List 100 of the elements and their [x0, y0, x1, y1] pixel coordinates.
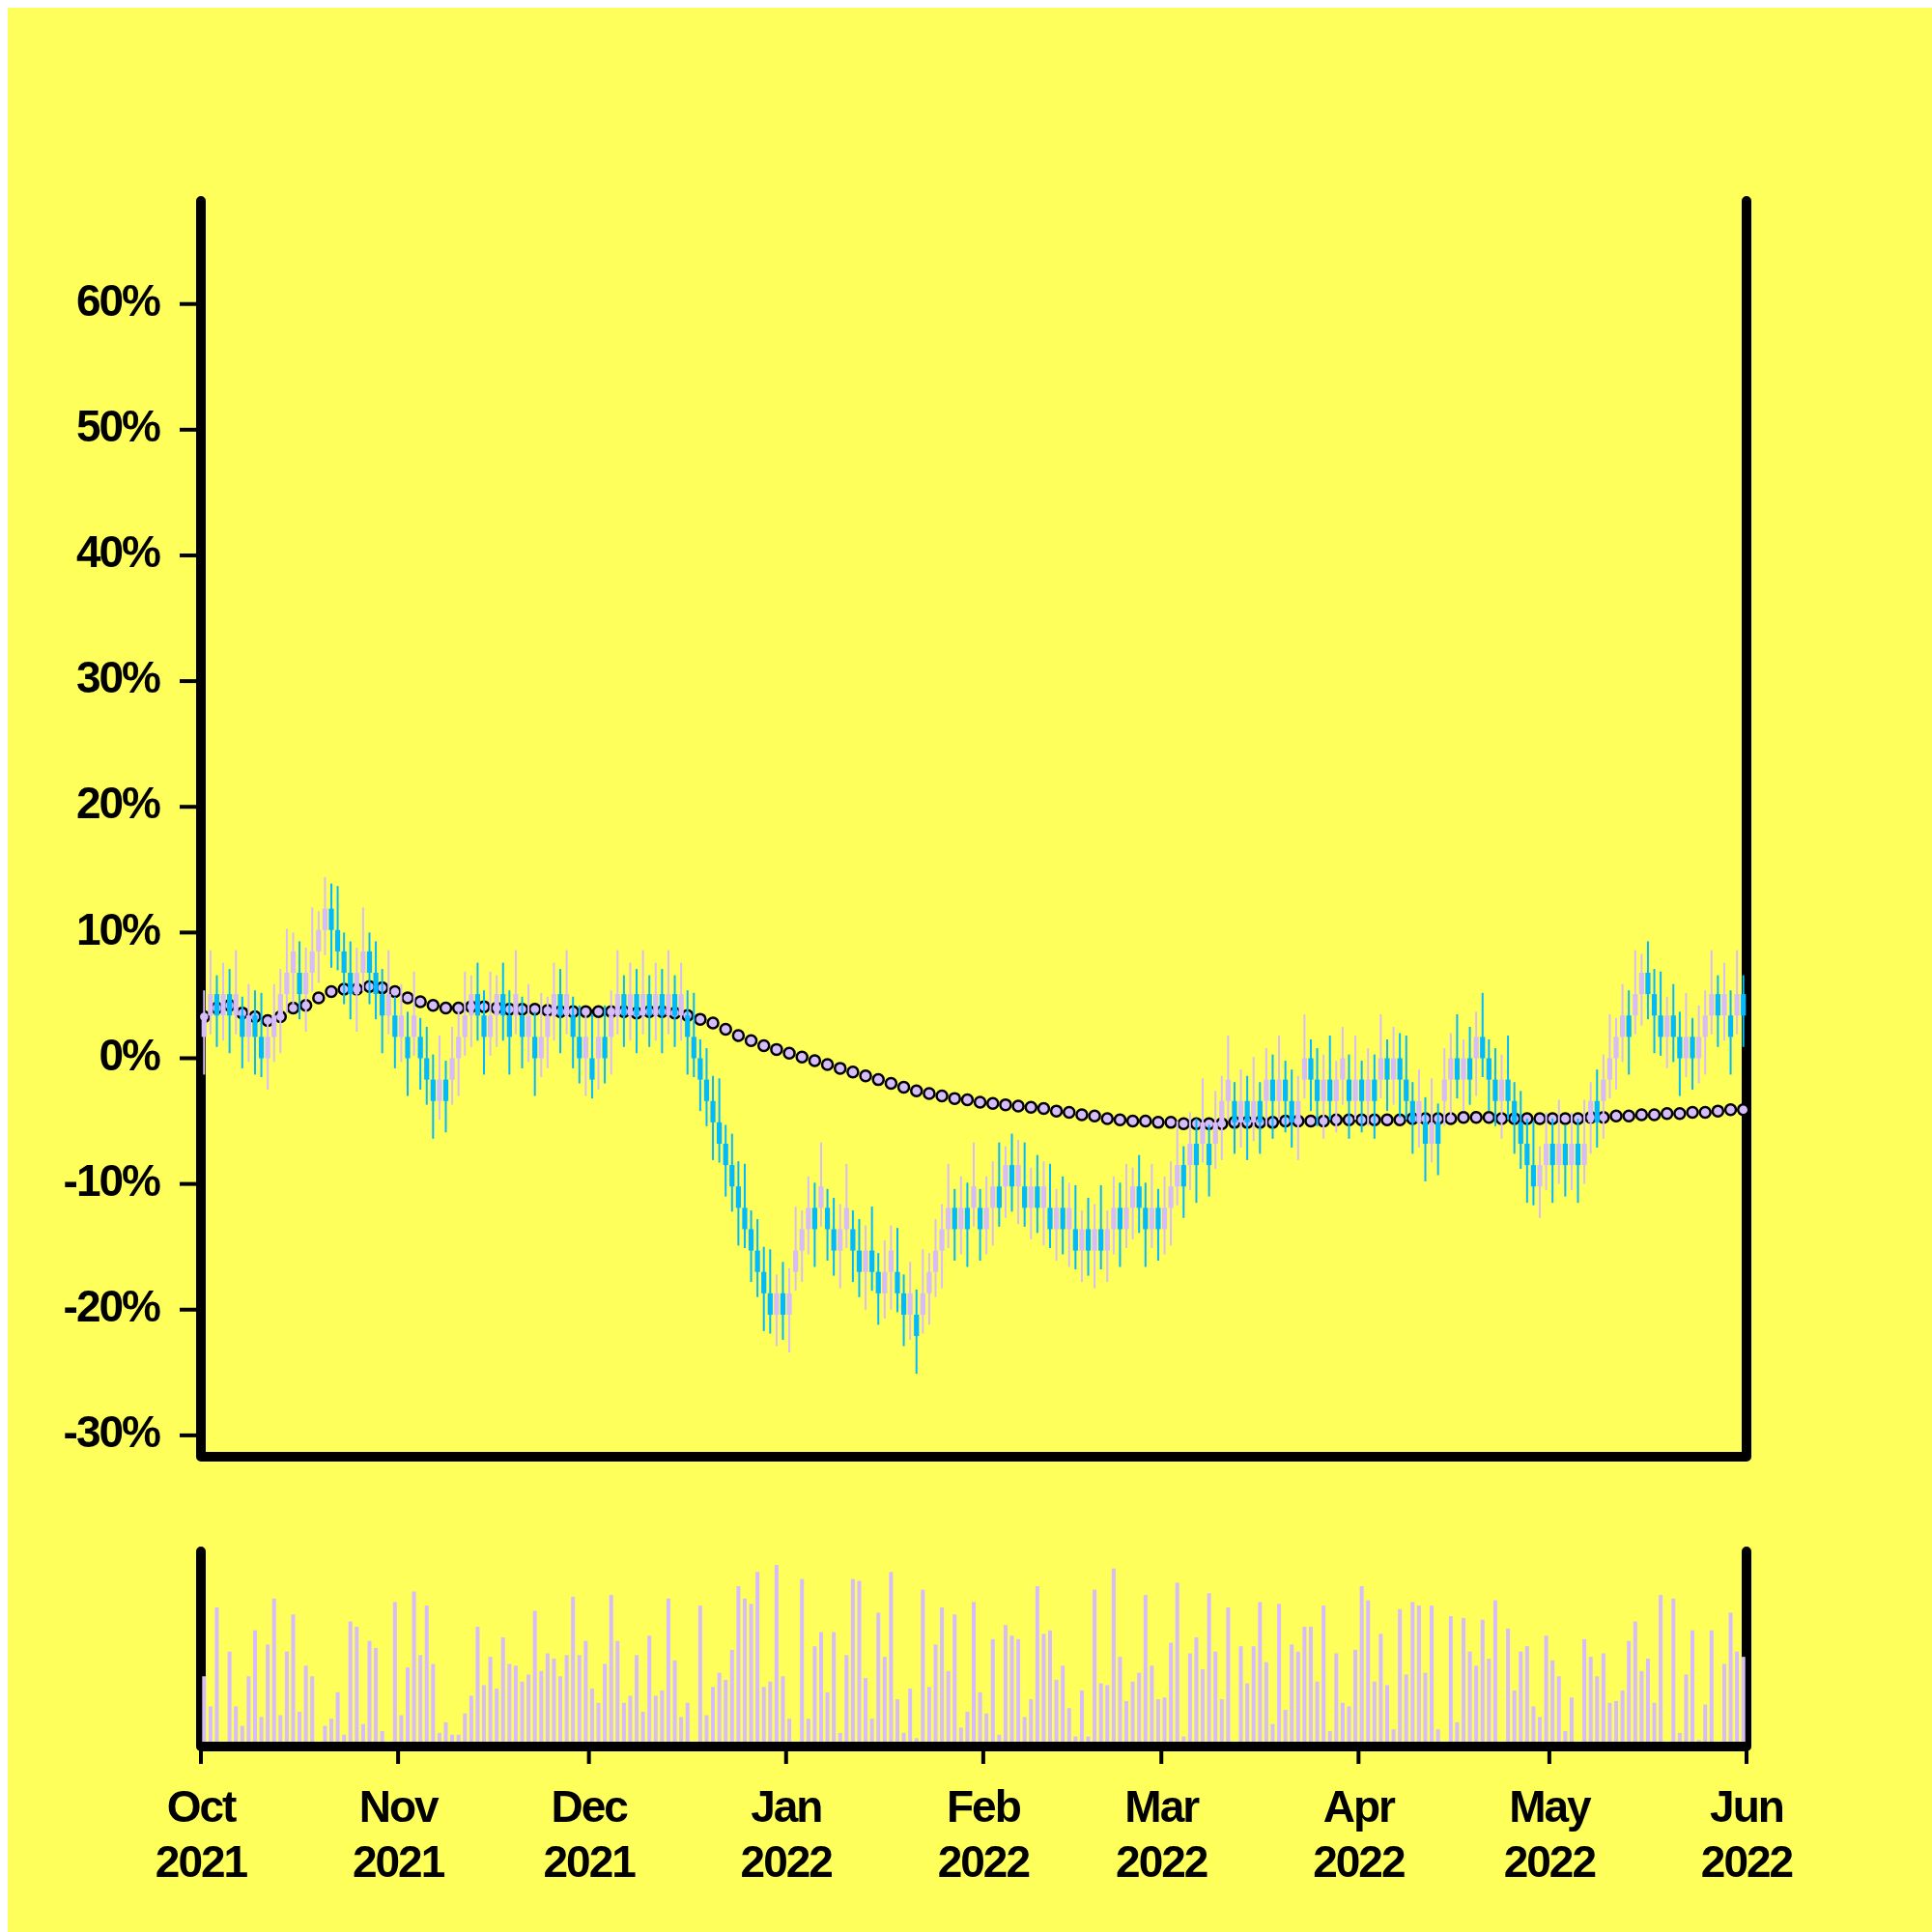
bar: [1258, 1602, 1263, 1742]
bar: [1169, 1642, 1174, 1742]
bar: [1416, 1605, 1421, 1742]
bar: [1277, 1604, 1282, 1742]
bar: [323, 1725, 327, 1742]
bar: [310, 1676, 315, 1742]
bar: [660, 1690, 665, 1742]
bar: [1022, 1717, 1027, 1742]
bar: [965, 1711, 970, 1742]
bar: [1302, 1627, 1307, 1742]
bar: [615, 1640, 620, 1742]
bar: [755, 1572, 760, 1742]
bar: [1519, 1651, 1523, 1742]
bar: [558, 1676, 563, 1742]
bar: [787, 1719, 792, 1742]
bar: [889, 1572, 894, 1742]
bar: [1633, 1621, 1637, 1742]
bar: [1455, 1721, 1460, 1742]
bar: [1219, 1699, 1224, 1742]
bar: [437, 1732, 441, 1742]
bar: [412, 1591, 416, 1742]
bar: [609, 1595, 613, 1742]
bar: [1130, 1681, 1135, 1742]
bar: [1690, 1630, 1695, 1742]
bar: [697, 1605, 702, 1742]
bar: [1563, 1731, 1568, 1742]
bar: [348, 1621, 353, 1742]
bar: [1531, 1706, 1536, 1742]
y-tick-label: -10%: [63, 1154, 161, 1206]
bar: [1601, 1653, 1605, 1742]
bar: [647, 1635, 652, 1742]
bar: [1652, 1702, 1657, 1742]
bar: [1283, 1710, 1288, 1742]
bar: [1118, 1657, 1122, 1742]
bar: [1290, 1644, 1294, 1742]
bar: [1340, 1702, 1345, 1742]
bar: [1073, 1736, 1078, 1742]
bar: [1327, 1731, 1332, 1742]
bar: [488, 1657, 493, 1742]
bar: [640, 1711, 645, 1742]
bar: [635, 1655, 639, 1742]
x-tick-label: Jun 2022: [1700, 1781, 1793, 1888]
bar: [679, 1717, 684, 1742]
bar: [1614, 1700, 1619, 1742]
bar: [1741, 1657, 1746, 1742]
bar: [1645, 1658, 1650, 1742]
bar: [266, 1644, 270, 1742]
bar: [653, 1695, 658, 1742]
bar: [1378, 1634, 1383, 1742]
bar: [1137, 1672, 1142, 1742]
bar: [424, 1605, 429, 1742]
bar: [1054, 1679, 1059, 1742]
bar: [1462, 1617, 1465, 1742]
bar: [392, 1602, 397, 1742]
bar: [864, 1678, 868, 1742]
bar: [1181, 1736, 1186, 1742]
bar: [672, 1660, 677, 1742]
bar: [234, 1706, 239, 1742]
bar: [838, 1732, 842, 1742]
bar: [271, 1598, 276, 1742]
y-tick-label: 0%: [99, 1029, 161, 1080]
bar: [1538, 1717, 1543, 1742]
bar: [1086, 1736, 1091, 1742]
bar: [1671, 1598, 1676, 1742]
bar: [603, 1663, 608, 1742]
y-tick-label: 60%: [75, 274, 161, 326]
bar: [1639, 1670, 1644, 1742]
bar: [628, 1695, 633, 1742]
bar: [1061, 1665, 1065, 1742]
bar: [469, 1695, 473, 1742]
bar: [450, 1734, 455, 1742]
bar: [1721, 1663, 1726, 1742]
bar: [1194, 1637, 1199, 1742]
bar: [1366, 1600, 1371, 1742]
bar: [1175, 1582, 1179, 1742]
bar: [869, 1719, 874, 1742]
bar: [724, 1679, 728, 1742]
bar: [552, 1658, 556, 1742]
bar: [252, 1630, 257, 1742]
x-tick-label: Jan 2022: [740, 1781, 833, 1888]
bar: [1627, 1640, 1632, 1742]
bar: [806, 1719, 810, 1742]
bar: [1041, 1634, 1046, 1742]
bar: [335, 1691, 340, 1742]
bar: [818, 1632, 823, 1742]
y-tick-label: -20%: [63, 1280, 161, 1331]
bar: [240, 1725, 244, 1742]
bar: [1308, 1627, 1313, 1742]
bar: [882, 1657, 887, 1742]
bar: [1079, 1690, 1084, 1742]
bar: [1155, 1699, 1160, 1742]
bar: [1524, 1646, 1529, 1742]
bar: [704, 1715, 709, 1742]
y-tick-label: 20%: [75, 778, 161, 829]
bar: [456, 1734, 461, 1742]
bar: [374, 1648, 379, 1742]
bar: [303, 1665, 308, 1742]
bar: [532, 1610, 537, 1742]
bar: [946, 1670, 951, 1742]
bar: [940, 1606, 945, 1742]
